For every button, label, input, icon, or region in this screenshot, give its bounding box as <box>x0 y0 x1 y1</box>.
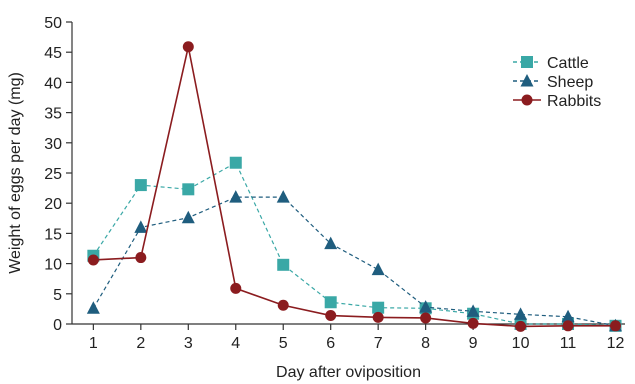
data-point-sheep <box>276 190 290 203</box>
series-rabbits <box>87 41 622 332</box>
x-tick-label: 3 <box>184 335 193 352</box>
legend: Cattle Sheep Rabbits <box>513 55 601 110</box>
data-point-rabbits <box>562 320 574 332</box>
data-point-rabbits <box>610 320 622 332</box>
legend-label: Sheep <box>547 74 593 91</box>
legend-marker <box>521 56 533 68</box>
x-tick-label: 10 <box>512 335 530 352</box>
data-point-cattle <box>182 183 195 196</box>
y-tick-label: 40 <box>44 75 62 92</box>
x-tick-label: 8 <box>421 335 430 352</box>
data-point-rabbits <box>87 254 99 266</box>
data-point-sheep <box>561 309 575 323</box>
data-point-rabbits <box>372 311 384 323</box>
legend-marker <box>521 94 533 106</box>
data-point-cattle <box>229 156 242 169</box>
y-axis-ticks: 0 5 10 15 20 25 30 35 40 45 50 <box>44 15 72 334</box>
legend-label: Rabbits <box>547 93 601 110</box>
x-tick-label: 12 <box>607 335 625 352</box>
x-tick-label: 7 <box>374 335 383 352</box>
y-tick-label: 0 <box>53 317 62 334</box>
data-point-rabbits <box>420 312 432 324</box>
y-tick-label: 50 <box>44 15 62 32</box>
data-point-rabbits <box>277 299 289 311</box>
x-tick-label: 4 <box>231 335 240 352</box>
series-cattle <box>87 156 622 332</box>
data-point-sheep <box>514 307 528 320</box>
legend-item-cattle: Cattle <box>513 55 589 72</box>
data-point-rabbits <box>230 282 242 294</box>
data-point-sheep <box>86 301 100 314</box>
y-axis-title: Weight of eggs per day (mg) <box>7 72 24 274</box>
series-line-sheep <box>92 196 616 327</box>
y-tick-label: 25 <box>44 166 62 183</box>
legend-label: Cattle <box>547 55 589 72</box>
y-tick-label: 20 <box>44 196 62 213</box>
data-point-rabbits <box>515 320 527 332</box>
data-point-rabbits <box>135 252 147 264</box>
series-sheep <box>86 190 623 332</box>
data-point-sheep <box>419 300 433 313</box>
x-axis-title: Day after oviposition <box>276 364 421 381</box>
data-point-cattle <box>134 179 147 192</box>
data-point-rabbits <box>325 310 337 322</box>
data-point-rabbits <box>182 41 194 53</box>
data-point-sheep <box>229 190 243 203</box>
y-tick-label: 5 <box>53 287 62 304</box>
y-tick-label: 15 <box>44 226 62 243</box>
y-tick-label: 35 <box>44 106 62 123</box>
data-point-sheep <box>466 304 480 317</box>
data-point-cattle <box>372 301 385 314</box>
y-tick-label: 30 <box>44 136 62 153</box>
series-layer <box>86 41 623 332</box>
series-line-rabbits <box>93 46 616 328</box>
data-point-sheep <box>371 262 385 276</box>
x-tick-label: 5 <box>279 335 288 352</box>
y-tick-label: 45 <box>44 45 62 62</box>
axes <box>71 22 625 325</box>
data-point-sheep <box>181 210 195 224</box>
series-line-cattle <box>92 161 616 327</box>
y-tick-label: 10 <box>44 257 62 274</box>
data-point-cattle <box>324 296 337 309</box>
data-point-sheep <box>134 220 148 233</box>
legend-marker <box>520 74 534 87</box>
x-tick-label: 11 <box>560 335 577 352</box>
data-point-rabbits <box>467 317 479 329</box>
legend-item-rabbits: Rabbits <box>513 93 601 110</box>
x-tick-label: 1 <box>89 335 98 352</box>
data-point-cattle <box>277 258 290 271</box>
x-tick-label: 9 <box>469 335 478 352</box>
x-axis-ticks: 1 2 3 4 5 6 7 8 9 10 11 12 <box>89 324 625 352</box>
data-point-sheep <box>324 236 338 250</box>
legend-item-sheep: Sheep <box>513 74 593 91</box>
x-tick-label: 6 <box>326 335 335 352</box>
x-tick-label: 2 <box>136 335 145 352</box>
